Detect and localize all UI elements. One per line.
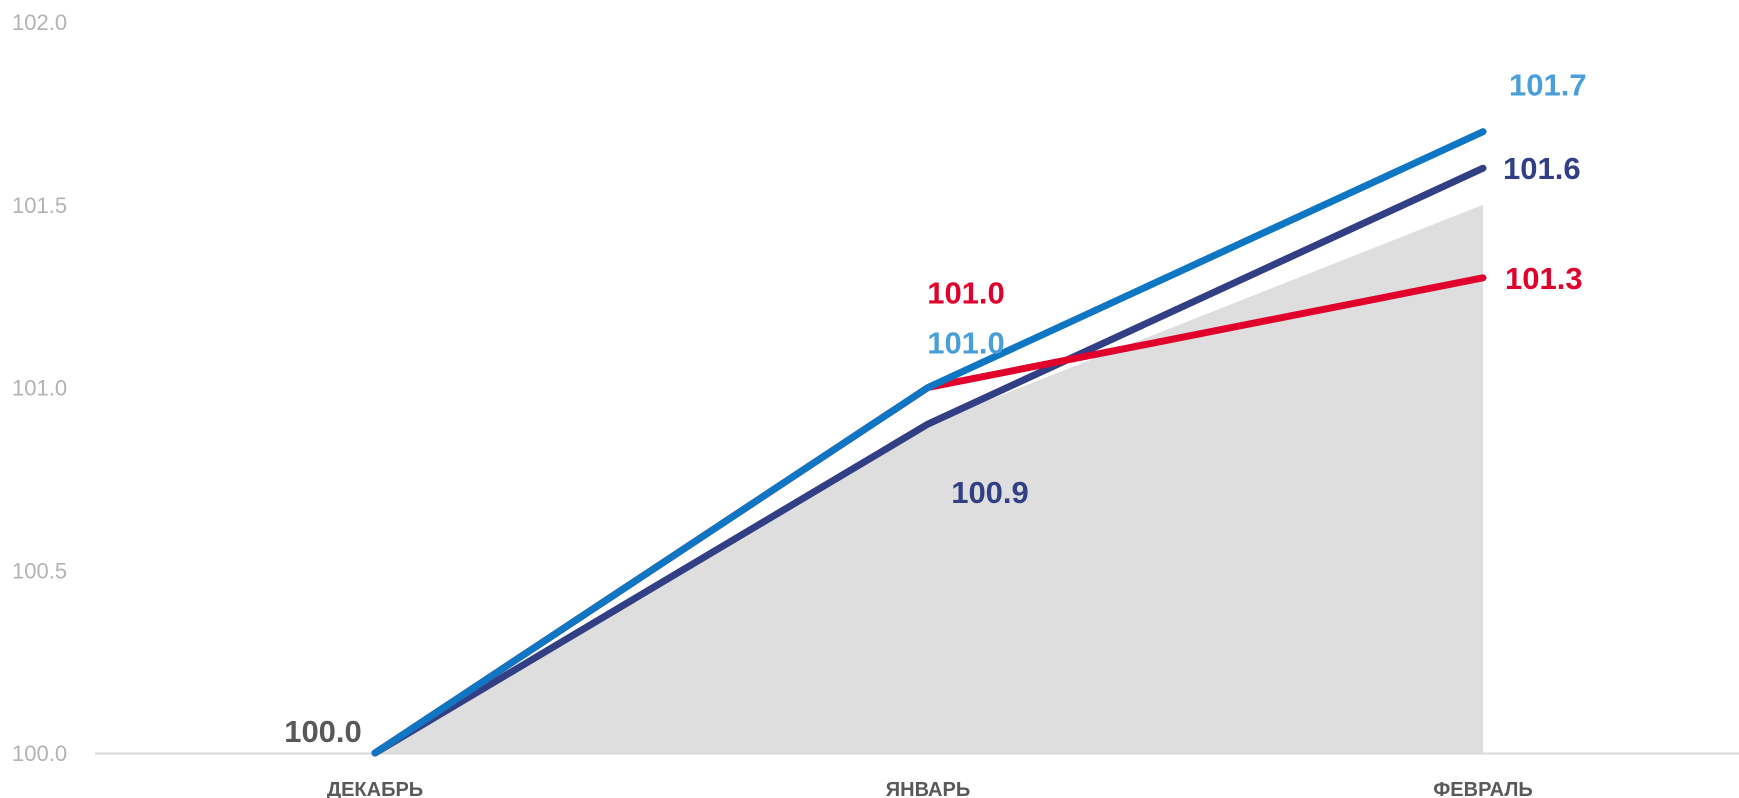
x-tick-label: ДЕКАБРЬ — [327, 779, 423, 798]
y-tick-label: 101.0 — [12, 376, 67, 401]
y-tick-label: 101.5 — [12, 193, 67, 218]
y-axis-ticks: 100.0 100.5 101.0 101.5 102.0 — [12, 10, 67, 766]
data-label: 101.7 — [1509, 68, 1587, 103]
y-tick-label: 102.0 — [12, 10, 67, 35]
series-layer — [371, 128, 1487, 757]
y-tick-label: 100.0 — [12, 741, 67, 766]
area-layer — [375, 204, 1483, 753]
data-label: 100.9 — [951, 475, 1029, 510]
data-label: 101.0 — [927, 276, 1005, 311]
data-labels: 100.9 101.6 101.0 101.3 101.0 101.7 100.0 — [284, 68, 1586, 749]
x-tick-label: ФЕВРАЛЬ — [1433, 779, 1533, 798]
x-tick-label: ЯНВАРЬ — [886, 779, 970, 798]
series-line-1 — [371, 164, 1487, 757]
area-series — [375, 204, 1483, 753]
start-value-label: 100.0 — [284, 714, 362, 749]
y-tick-label: 100.5 — [12, 558, 67, 583]
data-label: 101.3 — [1505, 261, 1583, 296]
data-label: 101.0 — [927, 326, 1005, 361]
data-label: 101.6 — [1503, 151, 1581, 186]
series-line-3 — [371, 128, 1487, 757]
x-axis-ticks: ДЕКАБРЬ ЯНВАРЬ ФЕВРАЛЬ — [327, 779, 1533, 798]
